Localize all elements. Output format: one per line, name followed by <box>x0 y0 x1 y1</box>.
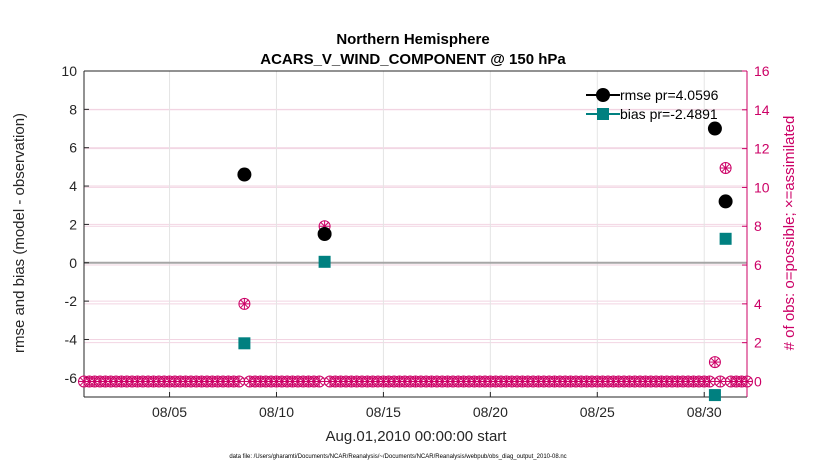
rmse-point <box>707 121 722 136</box>
y-axis-right-label: # of obs: o=possible; ×=assimilated <box>781 116 798 351</box>
y-tick-label: 0 <box>69 255 77 271</box>
y-tick-label: -6 <box>65 370 78 386</box>
bias-point <box>238 337 251 350</box>
chart-subtitle: ACARS_V_WIND_COMPONENT @ 150 hPa <box>260 51 566 68</box>
chart-title: Northern Hemisphere <box>336 31 489 48</box>
bias-point <box>719 232 732 245</box>
y-right-tick-label: 6 <box>754 257 762 273</box>
legend-marker <box>596 88 610 102</box>
x-tick-label: 08/10 <box>259 404 294 420</box>
obs-count-zero-marker <box>313 375 326 388</box>
data-file-footnote: data file: /Users/gharamti/Documents/NCA… <box>229 454 566 460</box>
obs-count-zero-marker <box>233 375 246 388</box>
legend-marker <box>597 108 609 120</box>
obs-count-zero-marker <box>741 375 753 388</box>
y-tick-label: 8 <box>69 101 77 117</box>
y-right-tick-label: 2 <box>754 335 762 351</box>
x-tick-label: 08/05 <box>152 404 187 420</box>
y-tick-label: -2 <box>65 293 78 309</box>
y-right-tick-label: 4 <box>754 296 762 312</box>
y-tick-label: 2 <box>69 216 77 232</box>
x-tick-label: 08/20 <box>473 404 508 420</box>
y-tick-label: 10 <box>61 63 77 79</box>
y-right-tick-label: 16 <box>754 63 770 79</box>
obs-count-marker <box>708 356 721 369</box>
obs-count-marker <box>238 297 251 310</box>
x-tick-label: 08/15 <box>366 404 401 420</box>
y-right-tick-label: 0 <box>754 373 762 389</box>
x-tick-label: 08/30 <box>687 404 722 420</box>
bias-point <box>708 389 721 402</box>
legend-label: bias pr=-2.4891 <box>620 106 718 122</box>
obs-count-zero-marker <box>714 375 727 388</box>
bias-point <box>318 255 331 268</box>
legend-label: rmse pr=4.0596 <box>620 87 719 103</box>
rmse-point <box>237 167 252 182</box>
y-right-tick-label: 12 <box>754 141 770 157</box>
x-axis-label: Aug.01,2010 00:00:00 start <box>326 428 508 445</box>
y-tick-label: 4 <box>69 178 77 194</box>
y-tick-label: 6 <box>69 140 77 156</box>
y-right-tick-label: 14 <box>754 102 770 118</box>
obs-count-marker <box>719 162 732 175</box>
y-tick-label: -4 <box>65 331 78 347</box>
y-right-tick-label: 8 <box>754 218 762 234</box>
rmse-point <box>718 194 733 209</box>
obs-count-zero-marker <box>703 375 716 388</box>
rmse-point <box>317 227 332 241</box>
y-axis-label: rmse and bias (model - observation) <box>11 113 28 353</box>
x-tick-label: 08/25 <box>580 404 615 420</box>
y-right-tick-label: 10 <box>754 179 770 195</box>
